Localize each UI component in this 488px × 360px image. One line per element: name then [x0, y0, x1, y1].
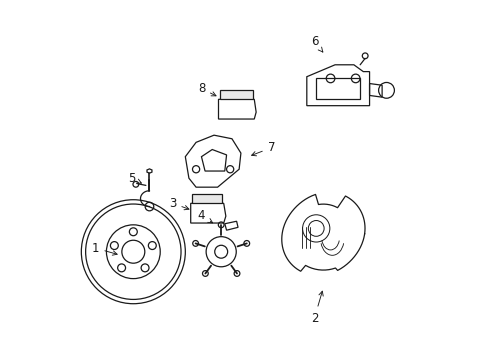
Polygon shape: [192, 194, 222, 203]
Text: 7: 7: [251, 141, 275, 156]
Text: 8: 8: [197, 82, 216, 96]
Polygon shape: [220, 90, 252, 99]
Text: 1: 1: [92, 242, 117, 255]
Text: 2: 2: [310, 291, 323, 325]
Text: 6: 6: [310, 35, 322, 52]
Text: 3: 3: [169, 197, 188, 210]
Text: 5: 5: [127, 172, 141, 185]
Text: 4: 4: [197, 210, 212, 223]
